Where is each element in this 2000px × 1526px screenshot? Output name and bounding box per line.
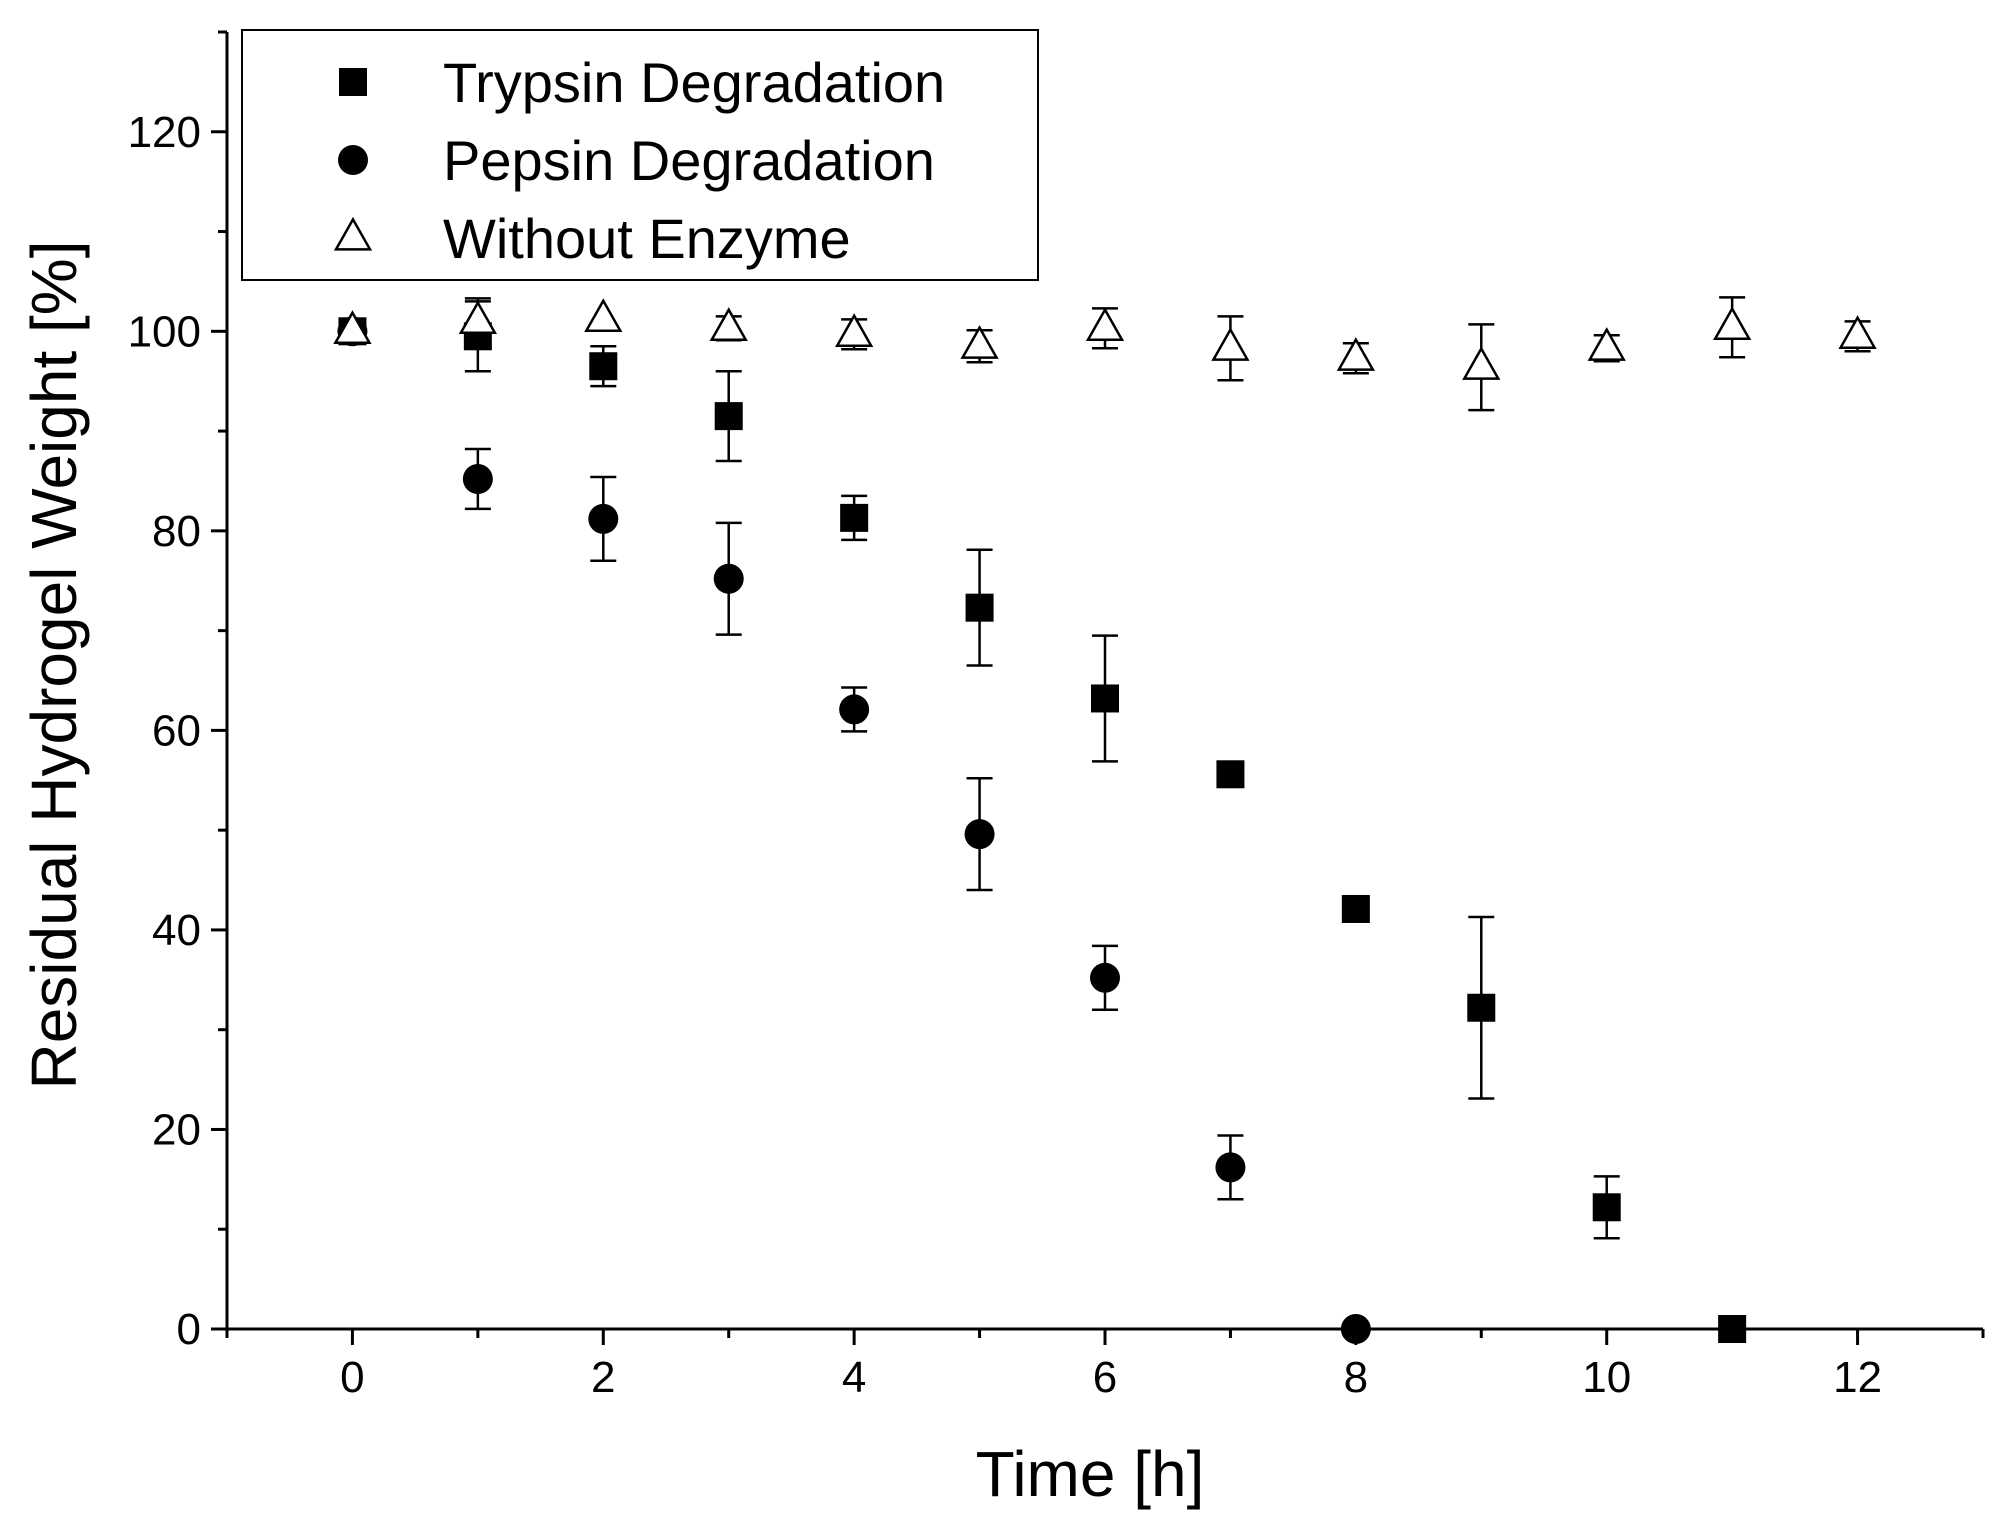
- legend-marker: [333, 216, 373, 251]
- data-point: [1838, 315, 1877, 349]
- y-axis-title: Residual Hydrogel Weight [%]: [18, 241, 90, 1090]
- x-tick-label: 0: [340, 1353, 364, 1402]
- data-point: [1718, 1315, 1747, 1343]
- data-point: [1091, 684, 1119, 713]
- data-point: [588, 503, 619, 534]
- data-point: [960, 325, 999, 359]
- error-bars: [464, 296, 1871, 1240]
- data-point: [839, 694, 870, 725]
- x-tick-label: 2: [591, 1353, 615, 1402]
- legend-label: Pepsin Degradation: [443, 129, 935, 192]
- x-axis-title: Time [h]: [976, 1438, 1205, 1510]
- x-tick-label: 10: [1582, 1353, 1631, 1402]
- y-tick-label: 60: [152, 706, 201, 755]
- data-point: [1090, 962, 1120, 993]
- data-point: [1462, 346, 1501, 380]
- data-point: [709, 307, 748, 341]
- y-tick-label: 80: [152, 507, 201, 556]
- data-point: [589, 352, 618, 381]
- y-tick-label: 100: [128, 307, 201, 356]
- data-point: [714, 402, 743, 431]
- data-point: [1712, 306, 1752, 340]
- data-point: [713, 563, 744, 594]
- data-point: [1592, 1193, 1621, 1222]
- legend: Trypsin Degradation Pepsin Degradation Wit…: [241, 29, 1039, 281]
- data-point: [965, 593, 994, 622]
- y-tick-label: 0: [177, 1305, 201, 1354]
- data-point: [1085, 307, 1125, 341]
- data-point: [834, 313, 874, 347]
- data-point: [1467, 993, 1496, 1022]
- data-point: [964, 819, 995, 850]
- x-tick-label: 12: [1833, 1353, 1882, 1402]
- data-point: [462, 463, 493, 494]
- y-tick-label: 120: [128, 108, 201, 157]
- legend-marker: [338, 145, 368, 175]
- x-tick-label: 6: [1093, 1353, 1117, 1402]
- data-point: [1211, 327, 1250, 361]
- data-point: [584, 298, 623, 332]
- data-point: [1215, 1152, 1246, 1183]
- y-tick-label: 20: [152, 1105, 201, 1154]
- legend-label: Without Enzyme: [443, 207, 851, 270]
- y-tick-label: 40: [152, 906, 201, 955]
- data-point: [1336, 337, 1376, 371]
- x-tick-label: 4: [842, 1353, 866, 1402]
- data-markers: [333, 298, 1877, 1344]
- data-point: [1216, 760, 1245, 789]
- data-point: [1587, 327, 1626, 361]
- legend-box: [241, 29, 1039, 281]
- data-point: [840, 503, 869, 532]
- data-point: [1340, 1314, 1371, 1344]
- data-point: [458, 300, 498, 334]
- x-tick-label: 8: [1344, 1353, 1368, 1402]
- legend-marker: [339, 68, 367, 96]
- legend-label: Trypsin Degradation: [443, 51, 945, 114]
- data-point: [333, 310, 372, 344]
- data-point: [1341, 894, 1370, 923]
